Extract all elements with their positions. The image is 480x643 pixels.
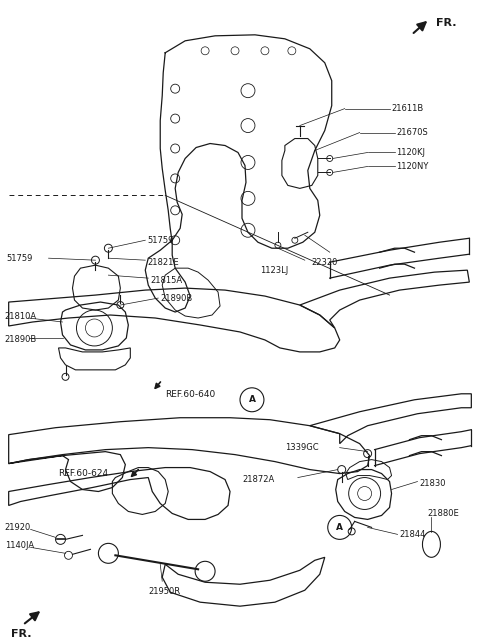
Text: 21611B: 21611B bbox=[392, 104, 424, 113]
Text: 1120NY: 1120NY bbox=[396, 162, 429, 171]
Text: FR.: FR. bbox=[436, 18, 457, 28]
Text: REF.60-624: REF.60-624 bbox=[59, 469, 108, 478]
Text: 51759: 51759 bbox=[7, 254, 33, 263]
Text: 22320: 22320 bbox=[312, 258, 338, 267]
Text: REF.60-640: REF.60-640 bbox=[165, 390, 216, 399]
Text: 21815A: 21815A bbox=[150, 276, 182, 285]
Text: 21890B: 21890B bbox=[5, 336, 37, 345]
Text: A: A bbox=[249, 395, 255, 404]
Text: 21830: 21830 bbox=[420, 479, 446, 488]
Text: 21880E: 21880E bbox=[428, 509, 459, 518]
Text: 1140JA: 1140JA bbox=[5, 541, 34, 550]
Text: 21890B: 21890B bbox=[160, 294, 192, 303]
Text: A: A bbox=[336, 523, 343, 532]
Text: 1123LJ: 1123LJ bbox=[260, 266, 288, 275]
Text: 21810A: 21810A bbox=[5, 311, 37, 320]
Text: 51759: 51759 bbox=[147, 236, 174, 245]
Text: 21821E: 21821E bbox=[147, 258, 179, 267]
Text: FR.: FR. bbox=[11, 629, 31, 639]
Text: 21872A: 21872A bbox=[242, 475, 274, 484]
Text: 1120KJ: 1120KJ bbox=[396, 148, 426, 157]
Text: 21844: 21844 bbox=[399, 530, 426, 539]
Text: 21920: 21920 bbox=[5, 523, 31, 532]
Text: 1339GC: 1339GC bbox=[285, 443, 319, 452]
Text: 21950R: 21950R bbox=[148, 586, 180, 595]
Text: 21670S: 21670S bbox=[396, 128, 428, 137]
